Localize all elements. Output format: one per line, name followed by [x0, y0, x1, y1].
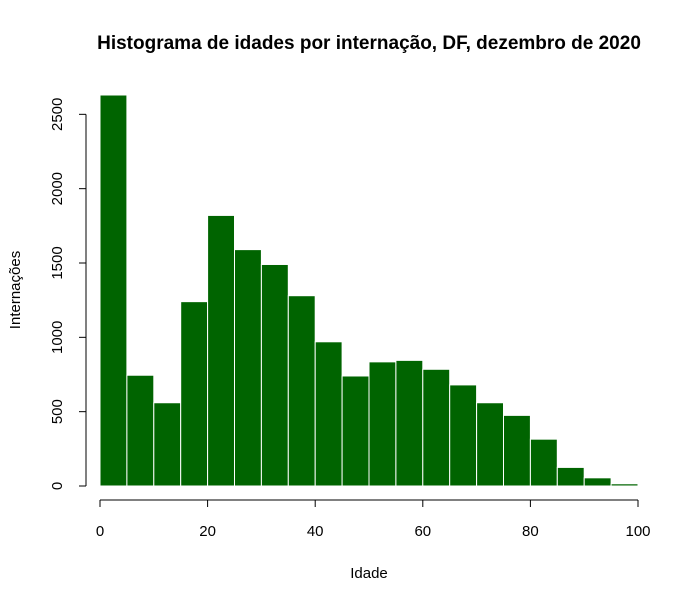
- x-axis-title: Idade: [350, 565, 388, 582]
- histogram-bar: [556, 466, 585, 487]
- x-tick-label: 40: [307, 523, 324, 540]
- y-axis-title: Internações: [7, 251, 24, 329]
- histogram-bar: [368, 361, 397, 487]
- x-axis: 0 20 40 60 80 100: [96, 499, 651, 540]
- y-tick-label: 2000: [49, 172, 66, 205]
- histogram-bar: [503, 414, 531, 487]
- histogram-bar: [207, 214, 236, 487]
- histogram-bar: [180, 301, 209, 487]
- x-tick-label: 80: [522, 523, 539, 540]
- y-tick-label: 2500: [49, 98, 66, 131]
- x-tick-label: 60: [414, 523, 431, 540]
- x-tick-label: 20: [199, 523, 216, 540]
- y-tick-label: 1500: [49, 246, 66, 279]
- x-tick-label: 100: [625, 523, 650, 540]
- histogram-bar: [449, 384, 478, 487]
- chart-title: Histograma de idades por internação, DF,…: [97, 33, 641, 54]
- histogram-bar: [287, 295, 316, 487]
- x-tick-label: 0: [96, 523, 104, 540]
- histogram-bar: [153, 402, 182, 487]
- histogram-bar: [529, 438, 558, 487]
- histogram-bar: [260, 263, 289, 487]
- histogram-bar: [99, 94, 128, 487]
- histogram-bar: [314, 341, 343, 487]
- histogram-bar: [234, 249, 262, 487]
- histogram-bar: [341, 375, 370, 487]
- histogram-bar: [610, 483, 639, 487]
- histogram-bar: [126, 374, 155, 487]
- y-tick-label: 500: [49, 399, 66, 424]
- y-axis: 0 500 1000 1500 2000 2500: [49, 98, 87, 490]
- histogram-bar: [395, 359, 424, 487]
- y-tick-label: 1000: [49, 321, 66, 354]
- histogram-bar: [583, 477, 612, 487]
- y-tick-label: 0: [49, 482, 66, 490]
- bars-group: [99, 94, 639, 487]
- histogram-bar: [476, 402, 505, 487]
- histogram-bar: [422, 368, 451, 487]
